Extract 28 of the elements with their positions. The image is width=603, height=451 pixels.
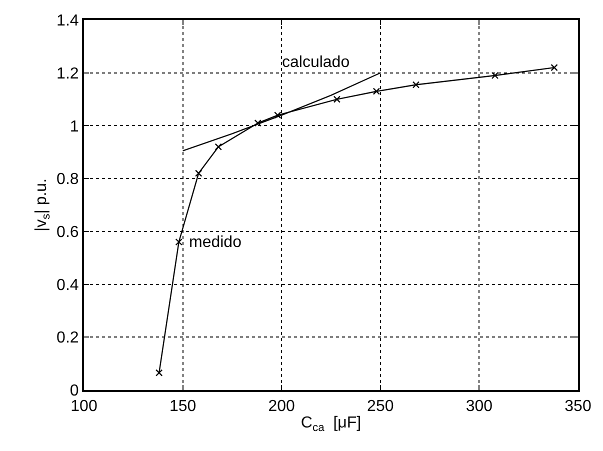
x-tick-label: 200 [268, 398, 296, 416]
y-tick-label: 1.4 [56, 12, 79, 30]
point [274, 112, 282, 119]
x-tick-label: 300 [466, 398, 493, 416]
point [491, 72, 499, 80]
y-tick-label: 0.4 [56, 276, 79, 294]
series-label: medido [189, 234, 242, 251]
point [412, 81, 420, 88]
y-tick-label: 0.6 [56, 224, 79, 242]
y-tick-label: 0.2 [56, 330, 79, 347]
point [214, 143, 222, 150]
series-label: calculado [282, 54, 350, 71]
x-tick-label: 100 [70, 398, 98, 416]
point [550, 64, 558, 72]
point [175, 238, 182, 246]
point [155, 369, 163, 376]
y-tick-label: 1 [70, 118, 79, 136]
y-tick-label: 0.8 [56, 171, 79, 188]
x-tick-label: 150 [169, 398, 196, 416]
point [333, 96, 341, 103]
y-tick-label: 0 [70, 382, 79, 400]
point [195, 170, 202, 177]
point [254, 119, 262, 127]
x-tick-label: 350 [564, 398, 592, 416]
x-axis-title: C$_{ca}$ [μF] [300, 414, 362, 434]
point [372, 88, 380, 95]
y-tick-label: 1.2 [56, 65, 79, 82]
x-tick-label: 250 [367, 398, 394, 416]
